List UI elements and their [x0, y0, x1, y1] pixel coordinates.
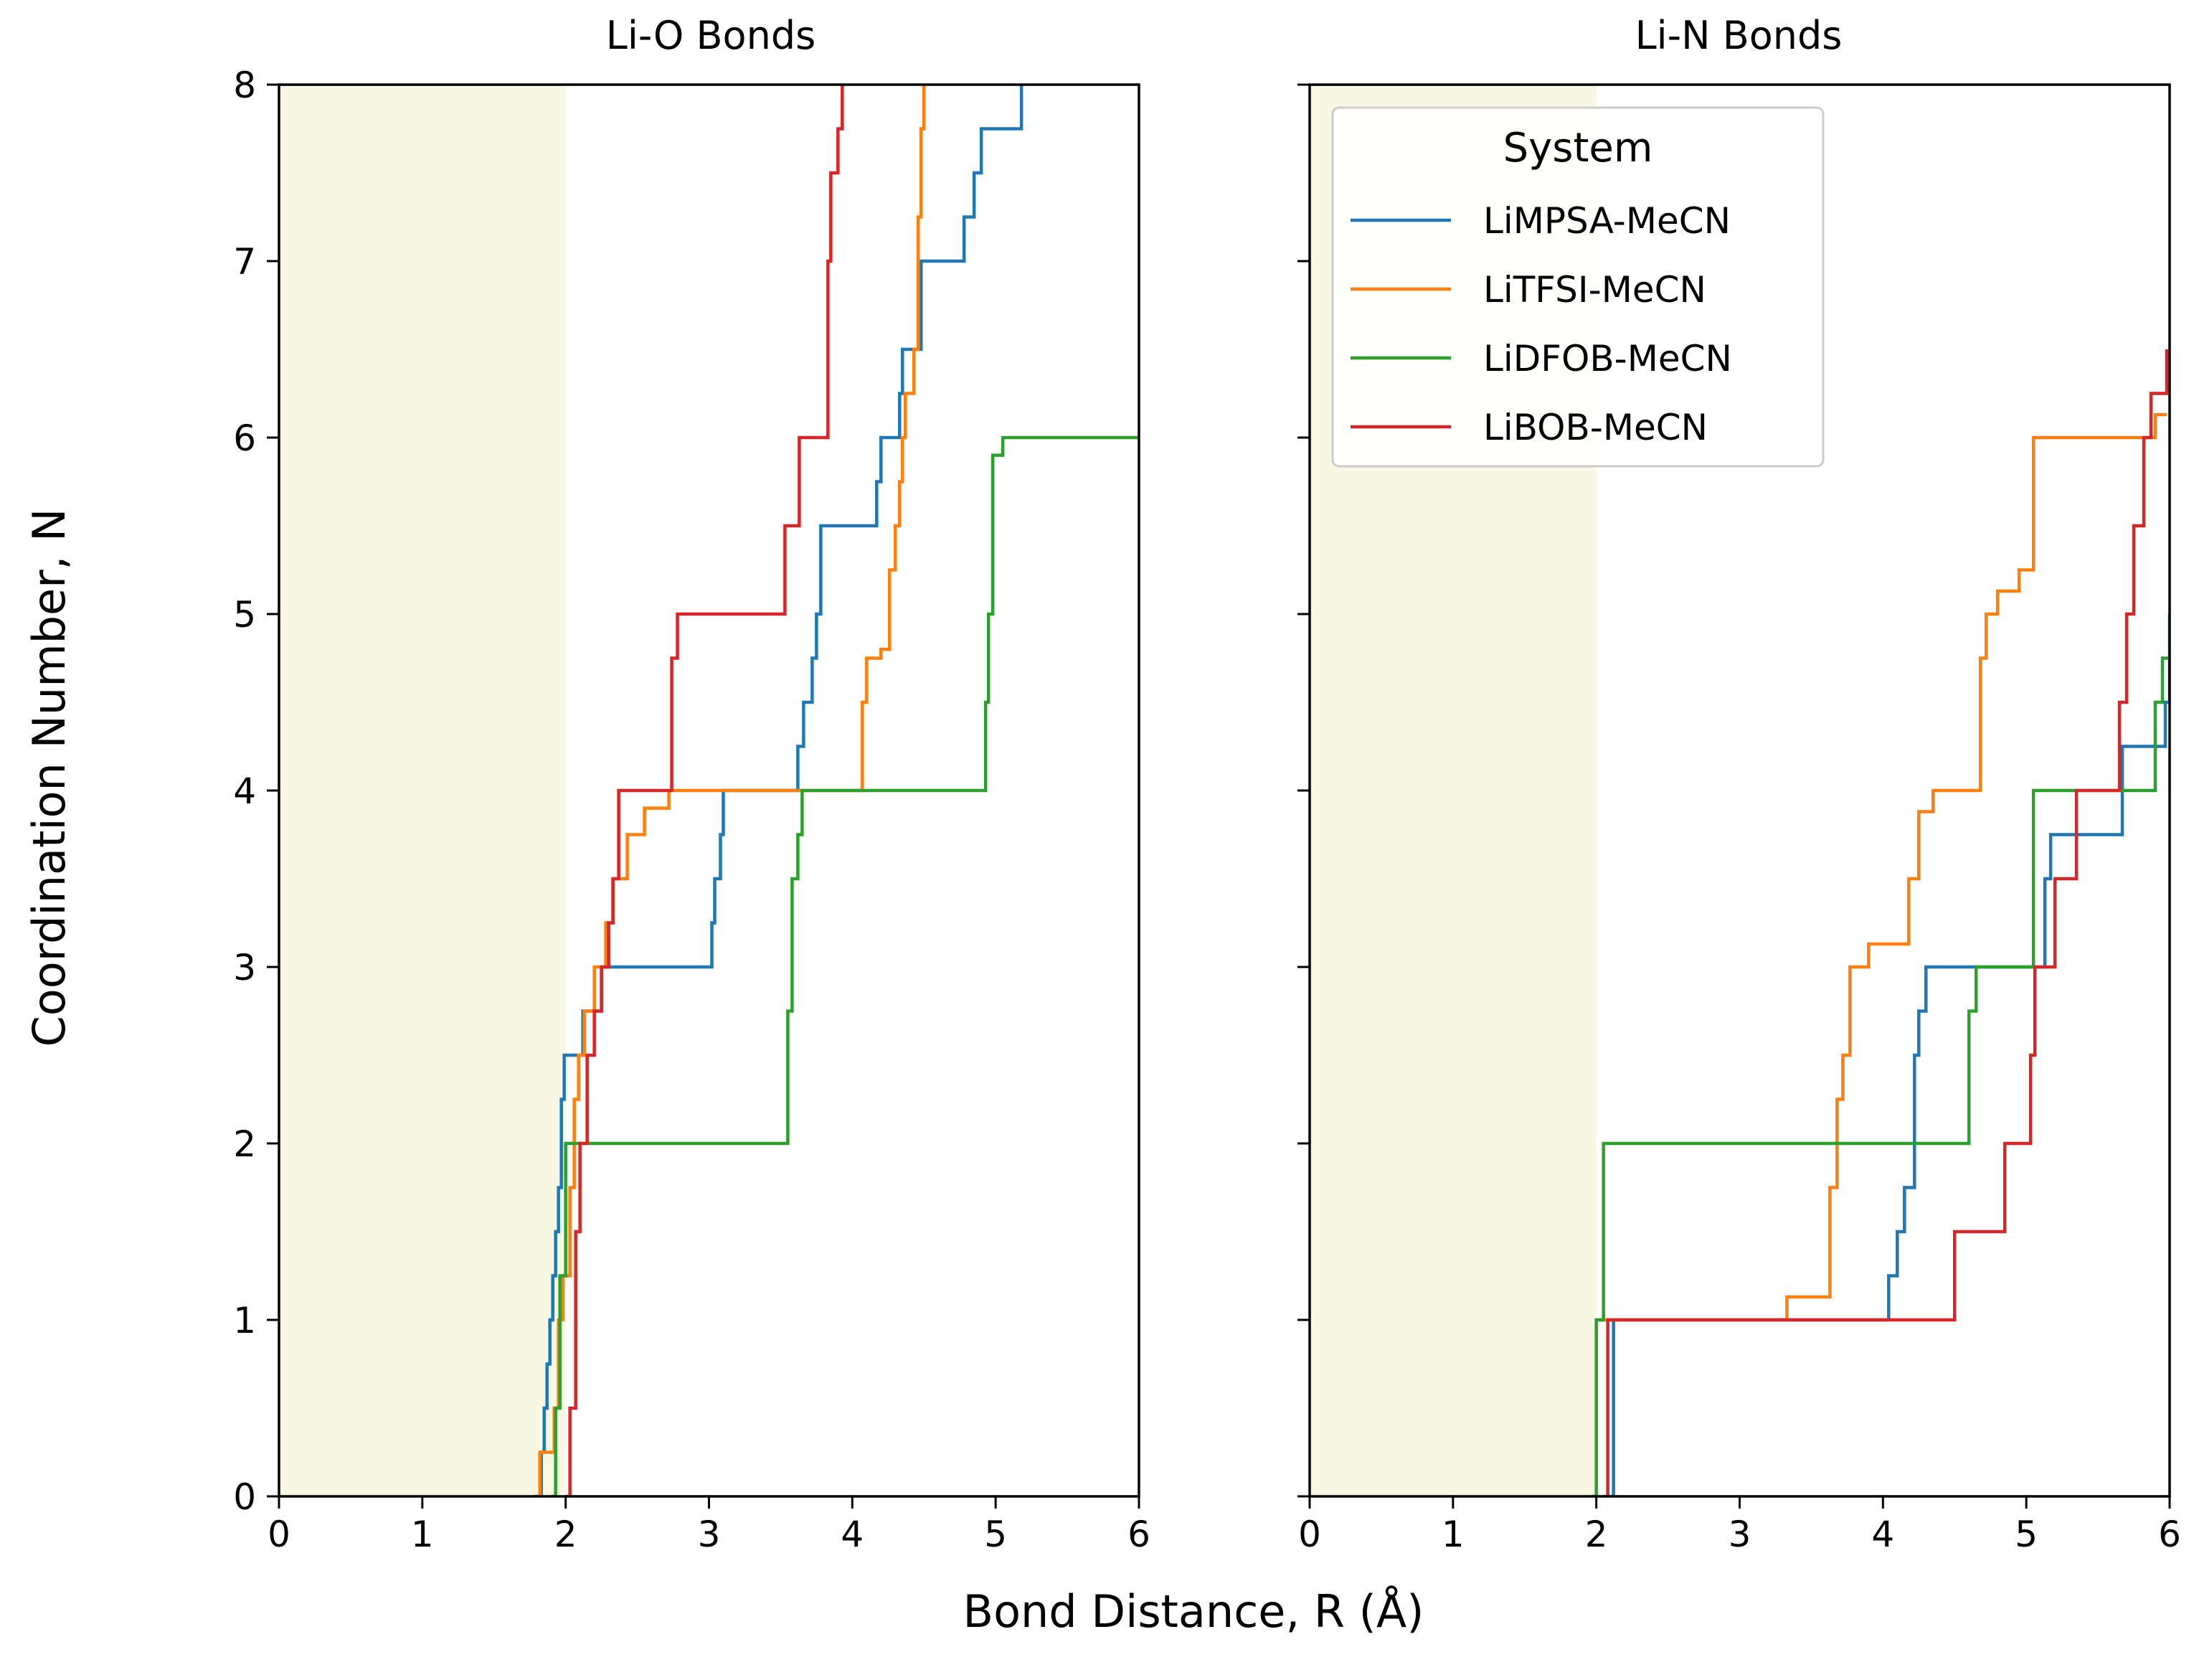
panel-li-n-bonds: Li-N Bonds 0 1 2 3 4 5 6 System LiMPSA-MeCN LiTFS… [1297, 13, 2181, 1555]
panel-title-li-o: Li-O Bonds [606, 13, 815, 58]
legend-label-libob-mecn: LiBOB-MeCN [1483, 407, 1708, 448]
x-tick-label-li-n: 4 [1871, 1514, 1894, 1555]
legend-label-limpsa-mecn: LiMPSA-MeCN [1483, 200, 1731, 242]
y-tick-label-li-o: 0 [233, 1476, 256, 1518]
x-tick-label-li-o: 2 [554, 1514, 577, 1555]
y-tick-label-li-o: 6 [233, 417, 256, 459]
x-tick-label-li-o: 1 [411, 1514, 434, 1555]
legend-label-lidfob-mecn: LiDFOB-MeCN [1483, 338, 1732, 379]
panel-li-o-bonds: Li-O Bonds 0 1 2 3 4 5 6 0 1 2 3 4 5 6 7 8 [233, 13, 1150, 1555]
shaded-region-li-o [279, 85, 566, 1496]
x-tick-label-li-o: 5 [984, 1514, 1007, 1555]
legend-title: System [1503, 125, 1653, 171]
x-tick-label-li-n: 1 [1442, 1514, 1465, 1555]
y-tick-label-li-o: 1 [233, 1300, 256, 1341]
y-tick-label-li-o: 7 [233, 241, 256, 283]
x-tick-label-li-o: 0 [268, 1514, 290, 1555]
x-tick-label-li-o: 4 [841, 1514, 864, 1555]
y-axis-label: Coordination Number, N [23, 509, 75, 1047]
y-tick-label-li-o: 3 [233, 947, 256, 988]
legend-box [1331, 106, 1825, 468]
y-tick-label-li-o: 4 [233, 770, 256, 812]
x-tick-label-li-n: 5 [2015, 1514, 2038, 1555]
panel-title-li-n: Li-N Bonds [1635, 13, 1843, 58]
x-tick-label-li-n: 0 [1298, 1514, 1321, 1555]
series-line-li-n-limpsa-mecn [1610, 658, 2170, 1496]
y-tick-label-li-o: 8 [233, 65, 256, 106]
x-tick-label-li-o: 6 [1127, 1514, 1150, 1555]
legend-label-litfsi-mecn: LiTFSI-MeCN [1483, 269, 1706, 311]
x-tick-label-li-o: 3 [698, 1514, 721, 1555]
x-tick-label-li-n: 3 [1729, 1514, 1751, 1555]
series-line-li-n-lidfob-mecn [1592, 614, 2170, 1496]
y-tick-label-li-o: 5 [233, 594, 256, 636]
y-tick-label-li-o: 2 [233, 1123, 256, 1165]
series-line-li-n-litfsi-mecn [1593, 412, 2167, 1496]
x-axis-label: Bond Distance, R (Å) [963, 1585, 1424, 1638]
series-line-li-o-libob-mecn [565, 85, 844, 1496]
series-line-li-o-litfsi-mecn [534, 85, 926, 1496]
x-tick-label-li-n: 2 [1585, 1514, 1608, 1555]
series-line-li-o-lidfob-mecn [551, 435, 1139, 1496]
series-line-li-n-libob-mecn [1603, 349, 2169, 1496]
legend: System LiMPSA-MeCN LiTFSI-MeCN LiDFOB-MeCN L… [1331, 106, 1825, 468]
x-tick-label-li-n: 6 [2158, 1514, 2181, 1555]
